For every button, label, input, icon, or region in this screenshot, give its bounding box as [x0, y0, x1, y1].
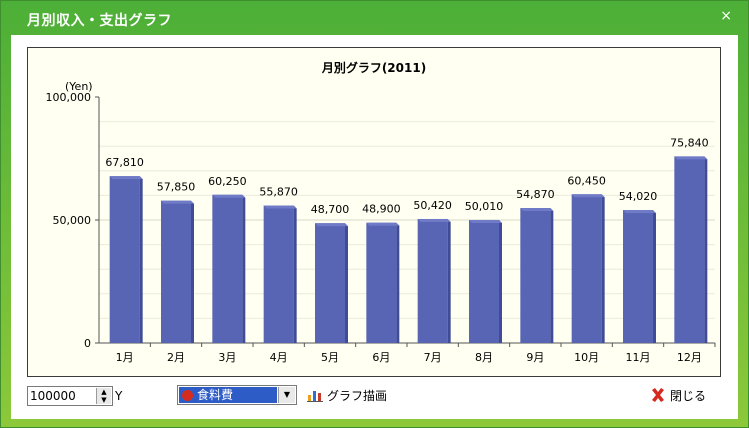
bar-side [191, 200, 194, 343]
x-tick-label: 7月 [424, 351, 442, 364]
control-bar: ▲ ▼ Y 食料費 ▼ グラフ描画 [11, 379, 738, 419]
bar-top [571, 194, 605, 198]
x-tick-label: 8月 [475, 351, 493, 364]
bar-side [499, 219, 502, 343]
bar-side [396, 222, 400, 343]
window-close-button[interactable]: × [720, 8, 732, 24]
bar [315, 223, 345, 343]
y-tick-label: 0 [84, 337, 91, 350]
y-tick-label: 50,000 [53, 214, 92, 227]
bar [417, 218, 448, 343]
x-tick-label: 5月 [321, 351, 339, 364]
data-label: 60,450 [567, 174, 606, 187]
category-label: 食料費 [197, 388, 234, 402]
x-tick-label: 11月 [626, 351, 651, 364]
client-area: 月別グラフ(2011) (Yen) 0 50,000 100,000 67,810 1月 57… [11, 35, 738, 419]
draw-graph-label: グラフ描画 [327, 388, 388, 403]
bar-side [550, 208, 554, 343]
max-value-spinner[interactable]: ▲ ▼ [27, 386, 113, 406]
bar-side [242, 194, 246, 343]
window-title: 月別収入・支出グラフ [27, 13, 172, 29]
category-select[interactable]: 食料費 ▼ [177, 385, 297, 405]
bar [623, 210, 653, 343]
spin-down-button[interactable]: ▼ [101, 396, 107, 404]
data-label: 57,850 [157, 181, 196, 194]
bar-top [469, 219, 502, 223]
bar-top [520, 208, 554, 212]
unit-label: Y [115, 389, 123, 403]
category-selected[interactable]: 食料費 [179, 387, 277, 403]
close-label: 閉じる [670, 388, 707, 403]
bar-side [447, 218, 451, 343]
bar-top [623, 210, 656, 214]
bar-side [139, 176, 143, 343]
data-label: 50,010 [465, 200, 504, 213]
bar-side [704, 156, 708, 343]
data-label: 75,840 [670, 136, 709, 149]
chart-panel: 月別グラフ(2011) (Yen) 0 50,000 100,000 67,810 1月 57… [27, 47, 721, 377]
draw-graph-button[interactable]: グラフ描画 [307, 385, 387, 405]
bar-side [345, 223, 348, 343]
bar-chart: 月別グラフ(2011) (Yen) 0 50,000 100,000 67,810 1月 57… [46, 60, 716, 364]
bar-top [315, 223, 348, 227]
x-tick-label: 6月 [372, 351, 390, 364]
bar-side [293, 205, 297, 343]
x-tick-label: 4月 [270, 351, 288, 364]
x-tick-label: 2月 [167, 351, 185, 364]
data-label: 48,900 [362, 203, 401, 216]
bar [571, 194, 602, 343]
close-button[interactable]: 閉じる [650, 385, 706, 405]
bar [109, 176, 140, 343]
bar [263, 205, 294, 343]
y-tick-label: 100,000 [46, 91, 92, 104]
data-label: 55,870 [259, 186, 298, 199]
data-label: 48,700 [311, 203, 350, 216]
data-label: 60,250 [208, 175, 247, 188]
bar [469, 219, 499, 343]
bar [520, 208, 551, 343]
dropdown-arrow-icon[interactable]: ▼ [278, 387, 295, 403]
close-x-icon [652, 388, 664, 402]
tomato-icon [182, 390, 193, 401]
bar-top [263, 205, 297, 209]
bar [674, 156, 705, 343]
title-bar: 月別収入・支出グラフ × [1, 1, 748, 35]
spin-up-button[interactable]: ▲ [101, 388, 107, 396]
bar-side [653, 210, 656, 343]
bar [366, 222, 397, 343]
x-tick-label: 3月 [218, 351, 236, 364]
x-tick-label: 9月 [526, 351, 544, 364]
bar-top [366, 222, 400, 226]
data-label: 54,020 [619, 190, 658, 203]
bar-top [674, 156, 708, 160]
bar-chart-icon [307, 391, 323, 402]
chart-title: 月別グラフ(2011) [321, 60, 426, 75]
bar-top [109, 176, 143, 180]
data-label: 50,420 [413, 199, 452, 212]
data-label: 67,810 [105, 156, 144, 169]
bar [161, 200, 191, 343]
bar-top [212, 194, 246, 198]
bar [212, 194, 243, 343]
x-tick-label: 1月 [116, 351, 134, 364]
bar-top [161, 200, 194, 204]
data-label: 54,870 [516, 188, 555, 201]
spinner-icon[interactable]: ▲ ▼ [96, 388, 111, 404]
y-axis-label: (Yen) [65, 80, 93, 93]
bar-top [417, 218, 451, 222]
bar-side [601, 194, 605, 343]
x-tick-label: 12月 [677, 351, 702, 364]
max-value-input[interactable] [30, 389, 92, 403]
x-tick-label: 10月 [574, 351, 599, 364]
